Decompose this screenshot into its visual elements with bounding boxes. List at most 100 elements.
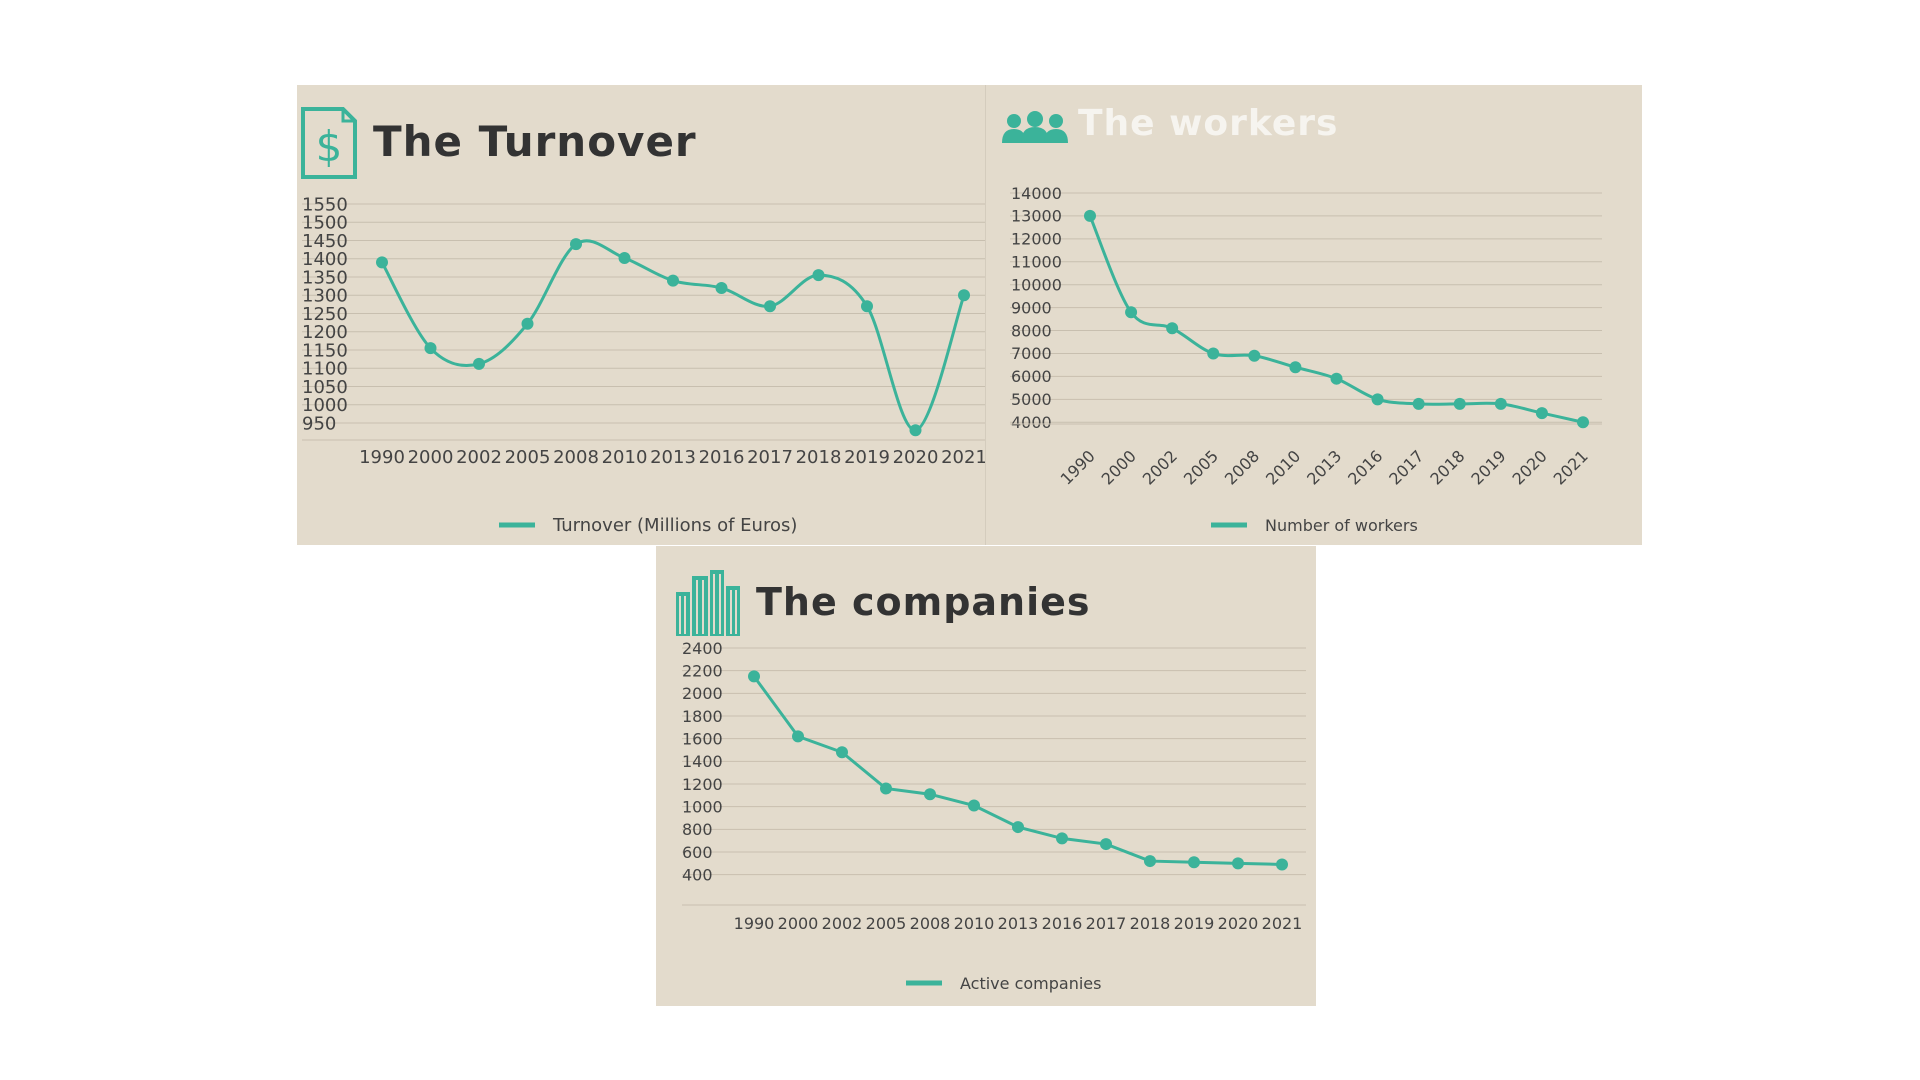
dollar-document-icon: $ [299, 105, 359, 185]
y-tick-label: 1050 [302, 377, 348, 398]
data-point [1166, 322, 1179, 335]
x-tick-label: 2008 [910, 914, 951, 933]
data-point [836, 746, 848, 759]
companies-chart: 2400 2200 2000 1800 1600 1400 1200 1000 800 600 40… [682, 639, 1306, 993]
x-tick-label: 2018 [1130, 914, 1171, 933]
data-point [861, 300, 873, 313]
x-tick-label: 2002 [822, 914, 863, 933]
y-tick-label: 11000 [1011, 253, 1062, 272]
data-point [924, 788, 936, 801]
x-tick-label: 2016 [1042, 914, 1083, 933]
data-point [376, 256, 388, 269]
series-line [752, 675, 1283, 866]
x-tick-label: 2010 [954, 914, 995, 933]
x-tick-label: 2010 [1262, 446, 1304, 488]
data-point [812, 269, 825, 282]
y-tick-label: 8000 [1011, 321, 1052, 340]
y-tick-label: 1400 [682, 752, 723, 771]
y-tick-label: 600 [682, 843, 713, 862]
x-tick-label: 2000 [778, 914, 819, 933]
data-point [1371, 393, 1384, 406]
y-tick-label: 800 [682, 820, 713, 839]
companies-title: The companies [756, 580, 1091, 624]
x-tick-label: 1990 [1057, 446, 1099, 488]
data-point [667, 274, 679, 287]
x-tick-label: 1990 [359, 447, 405, 468]
x-tick-label: 2005 [866, 914, 907, 933]
data-point [1125, 306, 1138, 319]
y-tick-label: 5000 [1011, 390, 1052, 409]
y-tick-label: 10000 [1011, 275, 1062, 294]
y-tick-label: 1800 [682, 707, 723, 726]
y-tick-label: 1250 [302, 304, 348, 325]
y-tick-label: 950 [302, 413, 336, 434]
x-tick-label: 2017 [1385, 446, 1427, 488]
y-tick-label: 1400 [302, 249, 348, 270]
data-point [1232, 857, 1244, 870]
data-point [968, 799, 980, 812]
x-tick-label: 1990 [734, 914, 775, 933]
data-point [1100, 838, 1112, 851]
y-tick-label: 6000 [1011, 367, 1052, 386]
y-tick-label: 4000 [1011, 413, 1052, 432]
data-point [764, 300, 776, 313]
y-tick-label: 14000 [1011, 184, 1062, 203]
x-tick-label: 2000 [408, 447, 454, 468]
data-point [1453, 397, 1466, 410]
x-tick-label: 2010 [602, 447, 648, 468]
y-tick-label: 1100 [302, 359, 348, 380]
y-tick-label: 7000 [1011, 344, 1052, 363]
workers-chart: 14000 13000 12000 11000 10000 9000 8000 7000 600… [1010, 184, 1602, 535]
y-tick-label: 1500 [302, 213, 348, 234]
data-point [1248, 349, 1261, 362]
y-tick-label: 2200 [682, 661, 723, 680]
data-point [618, 252, 631, 265]
y-tick-label: 13000 [1011, 207, 1062, 226]
x-tick-label: 2021 [1550, 446, 1592, 488]
data-point [880, 782, 892, 795]
workers-panel: The workers 14000 13000 12000 11000 10000 900… [985, 85, 1642, 545]
x-tick-label: 2020 [893, 447, 939, 468]
x-tick-label: 2000 [1098, 446, 1140, 488]
x-tick-label: 2002 [1139, 446, 1181, 488]
y-tick-label: 1200 [682, 775, 723, 794]
y-tick-label: 1550 [302, 194, 348, 215]
x-tick-label: 2016 [699, 447, 745, 468]
data-point [909, 424, 922, 437]
x-tick-label: 2020 [1218, 914, 1259, 933]
y-tick-label: 400 [682, 865, 713, 884]
x-tick-label: 2018 [1426, 446, 1468, 488]
x-tick-label: 2005 [1180, 446, 1222, 488]
data-point [1412, 397, 1425, 410]
data-point [521, 317, 534, 330]
turnover-title: The Turnover [373, 117, 697, 166]
people-group-icon [1002, 109, 1068, 149]
y-tick-label: 1150 [302, 340, 348, 361]
workers-title: The workers [1078, 103, 1339, 144]
data-point [1535, 407, 1548, 420]
y-tick-label: 1350 [302, 267, 348, 288]
x-tick-label: 2019 [844, 447, 890, 468]
data-point [958, 289, 970, 302]
x-tick-label: 2013 [1303, 446, 1345, 488]
x-tick-label: 2017 [747, 447, 793, 468]
data-point [1056, 832, 1068, 845]
series-line [1088, 215, 1584, 424]
turnover-chart: 1550150014501400135013001250120011501100… [302, 194, 987, 536]
data-point [1494, 397, 1507, 410]
data-point [1084, 209, 1096, 222]
x-tick-label: 2008 [553, 447, 599, 468]
x-tick-label: 2017 [1086, 914, 1127, 933]
data-point [570, 238, 582, 251]
x-tick-label: 2019 [1467, 446, 1509, 488]
data-point [1144, 855, 1156, 868]
data-point [1577, 416, 1589, 429]
svg-text:$: $ [316, 122, 343, 171]
data-point [1188, 856, 1200, 869]
x-tick-label: 2019 [1174, 914, 1215, 933]
data-point [473, 357, 485, 370]
y-tick-label: 1000 [682, 797, 723, 816]
data-point [1012, 821, 1024, 834]
y-tick-label: 2000 [682, 684, 723, 703]
y-tick-label: 9000 [1011, 298, 1052, 317]
